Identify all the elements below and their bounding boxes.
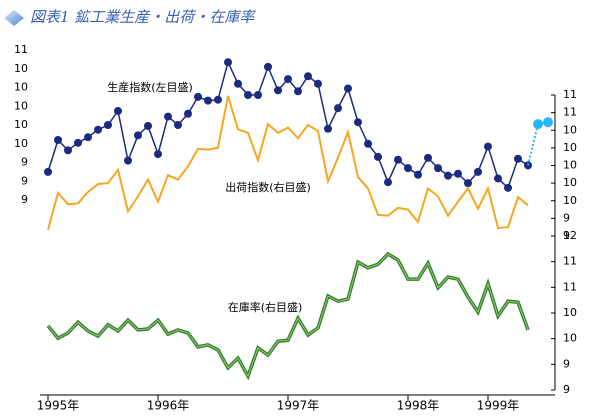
point bbox=[533, 119, 543, 130]
forecast-connector bbox=[527, 123, 539, 166]
point bbox=[304, 72, 312, 81]
point bbox=[84, 133, 92, 142]
tick-label: 12 bbox=[563, 229, 577, 242]
point bbox=[114, 106, 122, 115]
point bbox=[474, 167, 482, 176]
tick-label: 9 bbox=[563, 229, 570, 242]
point bbox=[44, 167, 52, 176]
point bbox=[504, 183, 512, 192]
point bbox=[224, 58, 232, 67]
point bbox=[234, 79, 242, 88]
point bbox=[444, 171, 452, 180]
series-label: 出荷指数(右目盛) bbox=[225, 180, 311, 194]
tick-label: 10 bbox=[563, 159, 577, 172]
point bbox=[204, 96, 212, 105]
tick-label: 10 bbox=[14, 62, 28, 75]
tick-label: 10 bbox=[563, 332, 577, 345]
series-line-inner bbox=[47, 253, 529, 378]
point bbox=[154, 150, 162, 159]
tick-label: 10 bbox=[14, 99, 28, 112]
series-label: 生産指数(左目盛) bbox=[107, 80, 193, 94]
point bbox=[464, 179, 472, 188]
tick-label: 10 bbox=[563, 306, 577, 319]
tick-label: 10 bbox=[563, 141, 577, 154]
point bbox=[274, 86, 282, 95]
series-line bbox=[47, 95, 529, 231]
x-tick-label: 1997年 bbox=[277, 399, 320, 413]
series-line bbox=[46, 251, 530, 381]
point bbox=[214, 95, 222, 104]
point bbox=[94, 125, 102, 134]
tick-label: 9 bbox=[21, 193, 28, 206]
series-label: 在庫率(右目盛) bbox=[228, 300, 303, 314]
x-tick-label: 1996年 bbox=[147, 399, 190, 413]
x-tick-label: 1999年 bbox=[477, 399, 520, 413]
tick-label: 10 bbox=[14, 118, 28, 131]
tick-label: 9 bbox=[563, 383, 570, 396]
tick-label: 9 bbox=[563, 211, 570, 224]
point bbox=[494, 174, 502, 183]
point bbox=[294, 87, 302, 96]
chart-title: 図表1 鉱工業生産・出荷・在庫率 bbox=[30, 8, 256, 26]
point bbox=[104, 121, 112, 129]
tick-label: 10 bbox=[563, 123, 577, 136]
tick-label: 9 bbox=[563, 357, 570, 370]
point bbox=[543, 117, 553, 128]
point bbox=[194, 92, 202, 101]
point bbox=[184, 109, 192, 118]
tick-label: 10 bbox=[14, 137, 28, 150]
point bbox=[284, 75, 292, 84]
point bbox=[414, 170, 422, 179]
point bbox=[454, 169, 462, 178]
point bbox=[354, 118, 362, 127]
tick-label: 10 bbox=[563, 194, 577, 207]
tick-label: 11 bbox=[563, 280, 577, 293]
point bbox=[264, 62, 272, 71]
point bbox=[134, 131, 142, 140]
point bbox=[244, 91, 252, 99]
point bbox=[334, 104, 342, 113]
point bbox=[344, 84, 352, 93]
point bbox=[314, 79, 322, 88]
point bbox=[124, 156, 132, 165]
x-tick-label: 1998年 bbox=[397, 399, 440, 413]
point bbox=[424, 153, 432, 162]
point bbox=[164, 112, 172, 121]
tick-label: 10 bbox=[563, 176, 577, 189]
point bbox=[514, 154, 522, 163]
tick-label: 11 bbox=[563, 255, 577, 268]
point bbox=[74, 138, 82, 147]
tick-label: 11 bbox=[563, 88, 577, 101]
point bbox=[144, 121, 152, 130]
point bbox=[324, 124, 332, 133]
point bbox=[64, 146, 72, 155]
point bbox=[394, 155, 402, 164]
point bbox=[254, 91, 262, 99]
x-tick-label: 1995年 bbox=[37, 399, 80, 413]
title-icon bbox=[4, 10, 24, 26]
point bbox=[174, 121, 182, 129]
tick-label: 9 bbox=[21, 174, 28, 187]
tick-label: 9 bbox=[21, 156, 28, 169]
point bbox=[404, 164, 412, 173]
tick-label: 10 bbox=[14, 81, 28, 94]
tick-label: 11 bbox=[563, 106, 577, 119]
tick-label: 11 bbox=[14, 43, 28, 56]
point bbox=[374, 152, 382, 161]
point bbox=[384, 178, 392, 187]
point bbox=[364, 139, 372, 148]
point bbox=[434, 164, 442, 173]
point bbox=[484, 142, 492, 151]
point bbox=[54, 136, 62, 144]
